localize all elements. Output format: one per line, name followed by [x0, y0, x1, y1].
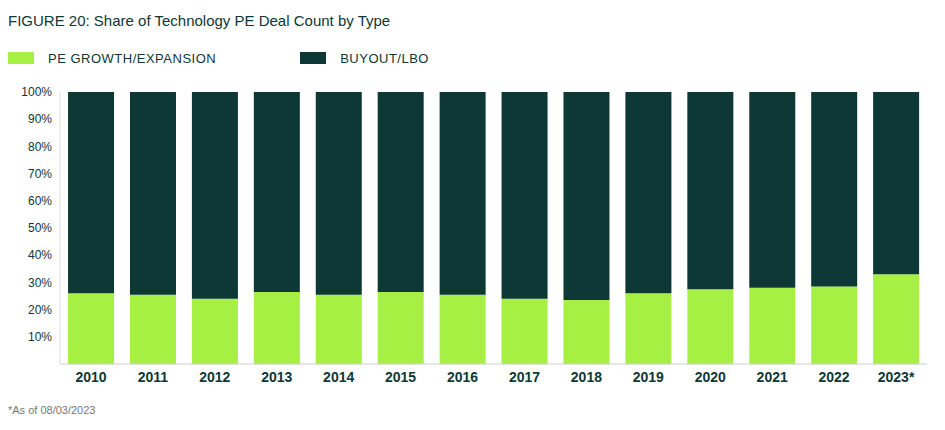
svg-text:2015: 2015 — [385, 369, 416, 385]
svg-text:2023*: 2023* — [878, 369, 915, 385]
html-text:BUYOUT/LBO: BUYOUT/LBO — [340, 50, 429, 66]
svg-text:2010: 2010 — [75, 369, 106, 385]
svg-text:2012: 2012 — [199, 369, 230, 385]
svg-text:2018: 2018 — [571, 369, 602, 385]
svg-text:2022: 2022 — [819, 369, 850, 385]
html-text:*As of 08/03/2023: *As of 08/03/2023 — [8, 404, 96, 416]
html-text:FIGURE 20: Share of Technology: FIGURE 20: Share of Technology PE Deal C… — [8, 12, 391, 29]
svg-text:100%: 100% — [21, 85, 52, 99]
svg-text:2020: 2020 — [695, 369, 726, 385]
svg-text:40%: 40% — [28, 248, 52, 262]
html-text:PE GROWTH/EXPANSION: PE GROWTH/EXPANSION — [48, 50, 217, 66]
svg-text:30%: 30% — [28, 276, 52, 290]
svg-text:80%: 80% — [28, 140, 52, 154]
svg-text:70%: 70% — [28, 167, 52, 181]
svg-text:50%: 50% — [28, 221, 52, 235]
svg-text:2016: 2016 — [447, 369, 478, 385]
svg-text:60%: 60% — [28, 194, 52, 208]
svg-text:10%: 10% — [28, 330, 52, 344]
svg-text:2014: 2014 — [323, 369, 354, 385]
svg-text:2019: 2019 — [633, 369, 664, 385]
svg-text:2011: 2011 — [138, 369, 169, 385]
svg-text:2013: 2013 — [261, 369, 292, 385]
svg-text:20%: 20% — [28, 303, 52, 317]
svg-text:2017: 2017 — [509, 369, 540, 385]
svg-text:2021: 2021 — [757, 369, 788, 385]
svg-text:90%: 90% — [28, 112, 52, 126]
